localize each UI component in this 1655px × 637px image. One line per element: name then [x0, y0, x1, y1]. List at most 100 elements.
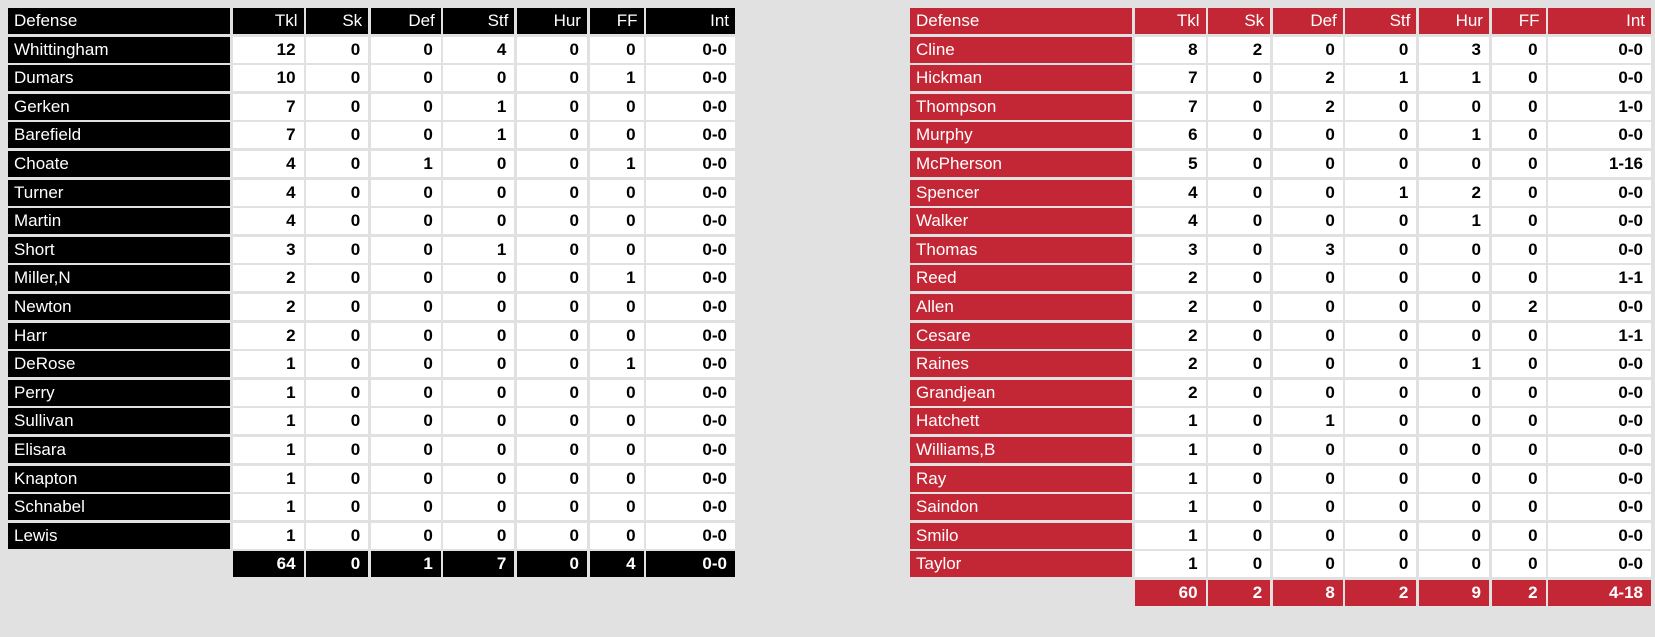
stat-cell: 0 — [589, 93, 644, 120]
stat-cell: 0 — [306, 522, 369, 549]
stat-cell: 0 — [306, 322, 369, 349]
total-cell: 0 — [516, 551, 587, 578]
stat-cell: 0-0 — [646, 179, 735, 206]
stat-cell: 0 — [1418, 494, 1489, 521]
stat-cell: 0 — [589, 494, 644, 521]
stat-cell: 1 — [589, 65, 644, 92]
stat-cell: 3 — [232, 236, 304, 263]
totals-spacer-cell — [8, 551, 230, 577]
stat-cell: 0 — [1345, 494, 1417, 521]
stat-cell: 0 — [1491, 236, 1546, 263]
stat-cell: 1 — [1345, 65, 1417, 92]
stat-cell: 1 — [232, 379, 304, 406]
stat-cell: 1 — [1134, 465, 1206, 492]
stat-cell: 1-1 — [1548, 322, 1651, 349]
header-cell-tkl: Tkl — [232, 8, 304, 34]
stat-cell: 0 — [516, 351, 587, 378]
stat-cell: 0 — [1272, 379, 1343, 406]
stat-cell: 0-0 — [1548, 494, 1651, 521]
stat-cell: 0-0 — [646, 208, 735, 235]
stat-cell: 0 — [1491, 265, 1546, 292]
stat-cell: 1 — [232, 408, 304, 435]
stat-cell: 0-0 — [646, 122, 735, 149]
stat-cell: 1 — [232, 465, 304, 492]
player-name-cell: DeRose — [8, 351, 230, 378]
stat-cell: 0-0 — [646, 293, 735, 320]
stat-cell: 1 — [1418, 351, 1489, 378]
stat-cell: 6 — [1134, 122, 1206, 149]
header-cell-ff: FF — [1491, 8, 1546, 34]
player-name-cell: Miller,N — [8, 265, 230, 292]
header-cell-def: Def — [1272, 8, 1343, 34]
player-name-cell: Thompson — [910, 93, 1132, 120]
player-name-cell: Walker — [910, 208, 1132, 235]
stat-cell: 1 — [1134, 436, 1206, 463]
stat-cell: 0 — [370, 293, 441, 320]
player-name-cell: Thomas — [910, 236, 1132, 263]
stat-cell: 1 — [1134, 551, 1206, 578]
stat-cell: 2 — [232, 265, 304, 292]
stat-cell: 0 — [306, 208, 369, 235]
stat-cell: 0 — [1208, 494, 1271, 521]
player-name-cell: Newton — [8, 293, 230, 320]
total-cell: 2 — [1491, 579, 1546, 606]
stat-cell: 0 — [370, 522, 441, 549]
player-name-cell: Ray — [910, 465, 1132, 492]
stat-cell: 1 — [1418, 65, 1489, 92]
stat-cell: 1 — [589, 265, 644, 292]
stat-cell: 0 — [443, 436, 515, 463]
stat-cell: 0 — [516, 465, 587, 492]
stat-cell: 0 — [306, 265, 369, 292]
total-cell: 4-18 — [1548, 579, 1651, 606]
stat-cell: 0 — [443, 408, 515, 435]
stat-cell: 0 — [1272, 436, 1343, 463]
stat-cell: 0 — [516, 522, 587, 549]
stat-cell: 0-0 — [646, 150, 735, 177]
stat-cell: 1 — [370, 150, 441, 177]
stat-cell: 0 — [1272, 293, 1343, 320]
stat-cell: 7 — [232, 93, 304, 120]
stat-cell: 0 — [589, 522, 644, 549]
stat-cell: 0-0 — [646, 36, 735, 63]
stat-cell: 2 — [232, 293, 304, 320]
stat-cell: 0 — [370, 36, 441, 63]
stat-cell: 0 — [589, 436, 644, 463]
stat-cell: 0 — [589, 379, 644, 406]
player-name-cell: Barefield — [8, 122, 230, 149]
stat-cell: 0 — [370, 465, 441, 492]
stat-cell: 0 — [1208, 465, 1271, 492]
stat-cell: 1-1 — [1548, 265, 1651, 292]
player-name-cell: Short — [8, 236, 230, 263]
stat-cell: 0 — [1418, 236, 1489, 263]
stat-cell: 0 — [1491, 208, 1546, 235]
stat-cell: 0 — [516, 36, 587, 63]
stat-cell: 0-0 — [646, 522, 735, 549]
stat-cell: 0 — [516, 408, 587, 435]
total-cell: 4 — [589, 551, 644, 578]
player-name-cell: Taylor — [910, 551, 1132, 578]
stat-cell: 0-0 — [646, 351, 735, 378]
stat-cell: 0 — [1345, 322, 1417, 349]
player-name-cell: Sullivan — [8, 408, 230, 435]
header-cell-defense: Defense — [8, 8, 230, 34]
stat-cell: 0 — [1491, 351, 1546, 378]
stat-cell: 0 — [1345, 122, 1417, 149]
stat-cell: 0 — [306, 36, 369, 63]
stat-cell: 0 — [306, 93, 369, 120]
player-name-cell: Reed — [910, 265, 1132, 292]
stat-cell: 0 — [1345, 208, 1417, 235]
stat-cell: 0-0 — [1548, 522, 1651, 549]
stat-cell: 0 — [1418, 465, 1489, 492]
player-name-cell: Williams,B — [910, 436, 1132, 463]
stat-cell: 1 — [443, 122, 515, 149]
stat-cell: 0 — [1208, 208, 1271, 235]
stat-cell: 0 — [1345, 408, 1417, 435]
stat-cell: 0 — [516, 208, 587, 235]
stat-cell: 0 — [1345, 379, 1417, 406]
stat-cell: 0 — [1491, 93, 1546, 120]
stat-cell: 0-0 — [646, 494, 735, 521]
stat-cell: 0 — [1418, 436, 1489, 463]
header-cell-hur: Hur — [516, 8, 587, 34]
stat-cell: 0 — [516, 179, 587, 206]
